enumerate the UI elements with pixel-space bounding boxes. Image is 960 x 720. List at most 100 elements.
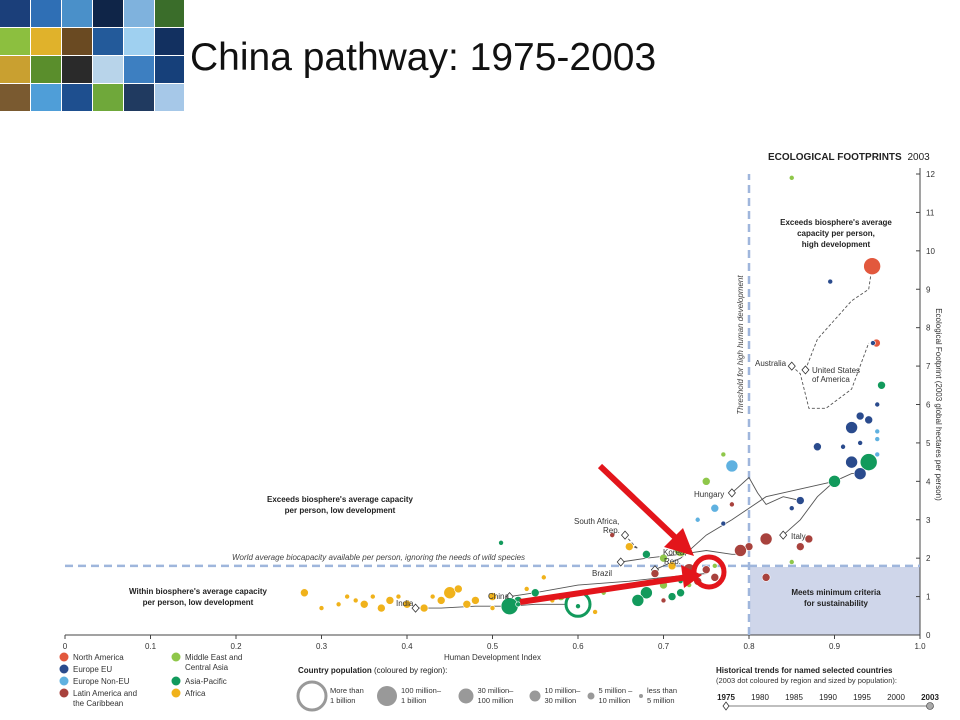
mosaic-tile [155, 28, 184, 55]
y-tick-label: 8 [926, 324, 931, 333]
mosaic-tile [124, 0, 154, 27]
country-point [402, 599, 412, 609]
x-tick-label: 0.7 [658, 642, 670, 651]
legend-region-label: Asia-Pacific [185, 677, 227, 686]
mosaic-tile [0, 56, 30, 83]
country-point [857, 440, 863, 446]
country-point [864, 415, 874, 425]
label-australia: Australia [755, 359, 787, 368]
mosaic-tile [0, 84, 30, 111]
country-point [853, 467, 867, 480]
country-point [759, 532, 773, 546]
mosaic-tile [0, 0, 30, 27]
country-point [710, 503, 720, 513]
country-trajectory [782, 473, 861, 536]
label-south-africa-line2: Rep. [603, 526, 620, 535]
x-tick-label: 0.8 [743, 642, 755, 651]
mosaic-tile [0, 28, 30, 55]
annotation-within-capacity: Within biosphere's average capacity [129, 587, 267, 596]
country-point [711, 563, 718, 569]
history-year-label: 1980 [751, 693, 769, 702]
country-point [318, 605, 325, 611]
country-point [874, 428, 881, 435]
country-point [813, 442, 822, 452]
country-trajectory [654, 480, 835, 571]
country-point [720, 451, 727, 458]
label-usa-line2: of America [812, 375, 850, 384]
history-year-label: 2003 [921, 693, 939, 702]
annotation-sustainability: for sustainability [804, 599, 869, 608]
mosaic-tile [124, 56, 154, 83]
population-size-label: 30 million– [478, 686, 515, 695]
country-point [725, 459, 739, 473]
country-point [429, 593, 436, 600]
y-tick-label: 9 [926, 285, 931, 294]
country-point [729, 501, 735, 508]
country-point [395, 593, 402, 600]
history-year-label: 1985 [785, 693, 803, 702]
country-point [530, 588, 540, 598]
history-start-marker [722, 701, 730, 711]
history-legend-subtitle: (2003 dot coloured by region and sized b… [716, 676, 897, 685]
trajectory-start-marker [620, 530, 630, 540]
population-size-label: 1 billion [330, 696, 355, 705]
mosaic-tile [31, 56, 61, 83]
country-point [845, 455, 858, 469]
y-tick-label: 11 [926, 208, 935, 217]
country-point [788, 505, 795, 512]
country-point [840, 443, 846, 450]
country-point [453, 584, 463, 594]
mosaic-tile [62, 0, 92, 27]
x-tick-label: 0.2 [230, 642, 242, 651]
sustainability-zone [750, 567, 920, 635]
population-size-circle [639, 694, 643, 698]
country-point [788, 175, 795, 181]
country-point [720, 520, 727, 527]
country-point [609, 532, 616, 538]
population-size-circle [587, 692, 595, 700]
country-point [385, 596, 395, 605]
country-point [443, 586, 457, 600]
legend-region-label: Europe Non-EU [73, 677, 130, 686]
y-tick-label: 4 [926, 477, 931, 486]
population-size-label: less than [647, 686, 677, 695]
country-point [667, 561, 677, 571]
photo-mosaic-logo [0, 0, 184, 111]
country-point [335, 601, 342, 608]
country-point [359, 599, 369, 609]
country-point [874, 451, 881, 458]
annotation-exceeds-low-development: per person, low development [285, 506, 396, 515]
y-tick-label: 3 [926, 516, 931, 525]
history-year-label: 1990 [819, 693, 837, 702]
country-point [624, 542, 634, 551]
population-size-circle [296, 680, 328, 712]
legend-region-label: Central Asia [185, 663, 229, 672]
label-south-africa: South Africa, [574, 517, 619, 526]
x-tick-label: 0.9 [829, 642, 841, 651]
legend-swatch [59, 652, 69, 662]
legend-swatch [59, 676, 69, 686]
country-point [701, 565, 711, 574]
country-trajectory [415, 603, 578, 609]
country-point [845, 421, 858, 434]
country-trajectory [620, 550, 741, 563]
slide-title: China pathway: 1975-2003 [190, 36, 657, 79]
population-size-label: 100 million– [401, 686, 442, 695]
country-point [523, 586, 530, 592]
mosaic-tile [93, 0, 123, 27]
country-point [462, 599, 472, 609]
population-size-label: 1 billion [401, 696, 426, 705]
y-tick-label: 1 [926, 593, 931, 602]
history-year-label: 2000 [887, 693, 905, 702]
mosaic-tile [93, 28, 123, 55]
label-hungary: Hungary [694, 490, 724, 499]
y-axis-title: Ecological Footprint (2003 global hectar… [934, 308, 943, 501]
country-point [676, 588, 685, 598]
history-year-label: 1975 [717, 693, 735, 702]
annotation-exceeds-low-development: Exceeds biosphere's average capacity [267, 495, 414, 504]
annotation-high-development: high development [802, 240, 871, 249]
y-tick-label: 2 [926, 554, 931, 563]
population-size-label: 30 million [545, 696, 577, 705]
country-point [642, 550, 651, 559]
legend-region-label: the Caribbean [73, 699, 123, 708]
